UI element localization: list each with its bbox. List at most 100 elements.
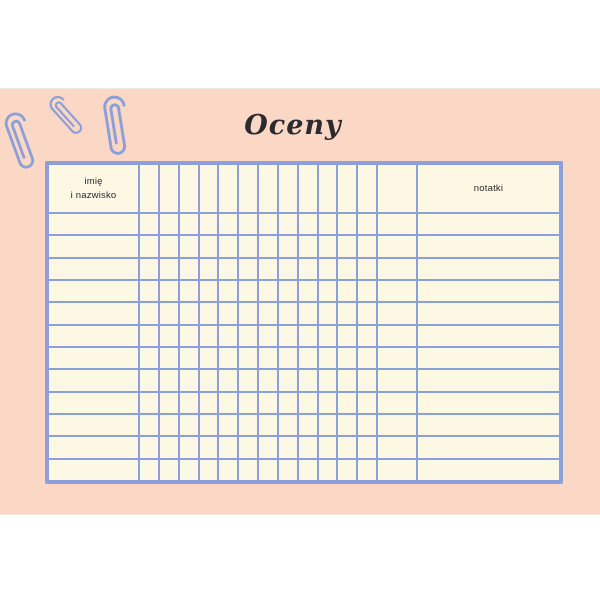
grade-cell [358, 281, 376, 302]
grade-cell [179, 348, 198, 369]
name-cell [49, 370, 138, 391]
grade-column-header [298, 165, 317, 212]
grade-cell [298, 258, 317, 279]
grade-cell [278, 325, 297, 346]
paperclip-icon [103, 95, 126, 155]
grade-cell [338, 348, 357, 369]
grade-cell [199, 348, 218, 369]
grade-cell [338, 325, 357, 346]
grade-cell [140, 348, 158, 369]
wide-cell [378, 214, 416, 235]
notes-cell [418, 459, 559, 480]
grade-cell [318, 392, 337, 413]
grade-column-header [140, 165, 158, 212]
grade-cell [259, 437, 277, 458]
grade-cell [219, 214, 238, 235]
wide-cell [378, 392, 416, 413]
grade-cell [239, 258, 257, 279]
grade-cell [199, 370, 218, 391]
name-cell [49, 325, 138, 346]
grade-cell [318, 325, 337, 346]
wide-cell [378, 370, 416, 391]
grade-cell [259, 415, 277, 436]
grade-column-header [199, 165, 218, 212]
grade-cell [338, 303, 357, 324]
notes-cell [418, 281, 559, 302]
wide-cell [378, 236, 416, 257]
grade-cell [358, 415, 376, 436]
grade-column-header [179, 165, 198, 212]
grade-cell [259, 370, 277, 391]
notes-cell [418, 258, 559, 279]
grade-cell [140, 392, 158, 413]
grade-cell [239, 459, 257, 480]
grade-cell [259, 258, 277, 279]
grade-cell [298, 303, 317, 324]
grade-cell [298, 236, 317, 257]
grade-cell [159, 459, 178, 480]
grade-cell [239, 236, 257, 257]
grade-cell [179, 392, 198, 413]
grade-cell [298, 281, 317, 302]
grade-cell [298, 348, 317, 369]
grade-cell [278, 348, 297, 369]
grade-cell [179, 303, 198, 324]
grade-cell [338, 459, 357, 480]
grade-cell [219, 459, 238, 480]
grade-cell [318, 437, 337, 458]
grade-cell [358, 214, 376, 235]
notes-cell [418, 348, 559, 369]
grade-cell [239, 325, 257, 346]
grade-cell [358, 392, 376, 413]
grade-cell [219, 348, 238, 369]
notes-cell [418, 214, 559, 235]
grade-cell [179, 214, 198, 235]
grade-cell [159, 258, 178, 279]
grade-cell [318, 459, 337, 480]
grade-cell [219, 392, 238, 413]
wide-cell [378, 459, 416, 480]
grade-column-header [358, 165, 376, 212]
grade-cell [318, 214, 337, 235]
grade-cell [179, 281, 198, 302]
grade-cell [199, 236, 218, 257]
name-header-line2: i nazwisko [70, 189, 117, 201]
grade-cell [338, 392, 357, 413]
grade-column-header [318, 165, 337, 212]
name-cell [49, 459, 138, 480]
wide-cell [378, 303, 416, 324]
grade-cell [159, 325, 178, 346]
grade-cell [219, 437, 238, 458]
grade-cell [199, 214, 218, 235]
grade-cell [140, 236, 158, 257]
grade-column-header [278, 165, 297, 212]
grade-cell [199, 303, 218, 324]
paperclip-icon [4, 112, 35, 169]
notes-cell [418, 325, 559, 346]
grade-cell [278, 214, 297, 235]
grade-cell [159, 236, 178, 257]
notes-cell [418, 236, 559, 257]
notes-cell [418, 303, 559, 324]
grade-cell [338, 281, 357, 302]
notes-cell [418, 437, 559, 458]
grade-cell [318, 281, 337, 302]
name-cell [49, 437, 138, 458]
grade-column-header [219, 165, 238, 212]
grade-cell [338, 214, 357, 235]
grade-cell [358, 437, 376, 458]
grade-cell [140, 437, 158, 458]
worksheet-page: Oceny imię i nazwisko notatki [0, 88, 600, 515]
grades-table: imię i nazwisko notatki [45, 161, 563, 484]
name-cell [49, 303, 138, 324]
grade-cell [318, 415, 337, 436]
grade-cell [278, 437, 297, 458]
grade-cell [199, 459, 218, 480]
grade-cell [199, 325, 218, 346]
wide-cell [378, 258, 416, 279]
grade-cell [318, 303, 337, 324]
grade-cell [179, 370, 198, 391]
wide-cell [378, 281, 416, 302]
grade-cell [318, 236, 337, 257]
